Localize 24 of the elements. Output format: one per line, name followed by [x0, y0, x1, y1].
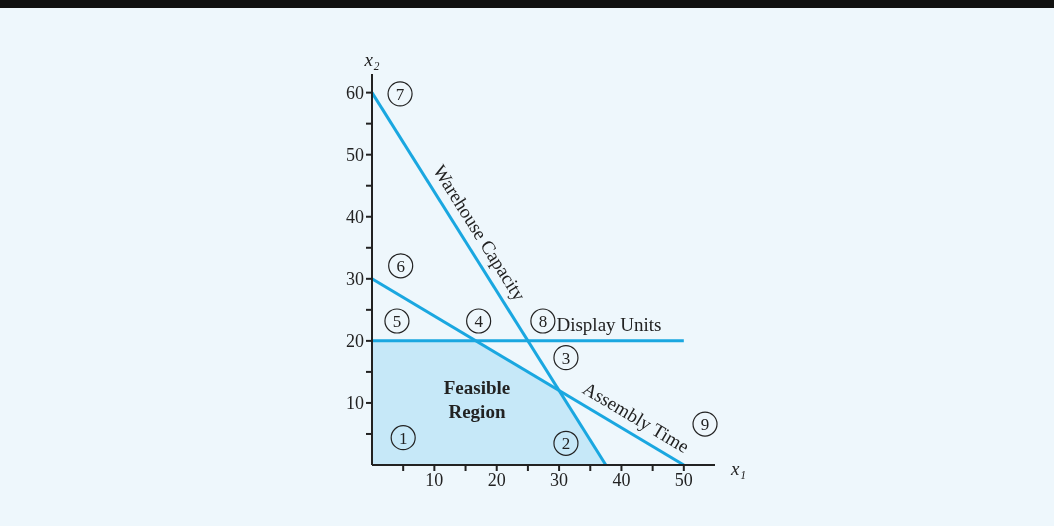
- series-label: Display Units: [556, 313, 662, 335]
- y-tick-label: 20: [346, 331, 364, 352]
- x-tick-label: 20: [487, 469, 506, 490]
- x-tick-label: 10: [425, 469, 444, 490]
- y-tick-label: 30: [346, 269, 364, 290]
- annotation: 8: [538, 312, 548, 332]
- y-tick-label: 40: [346, 207, 364, 228]
- annotation: 7: [395, 84, 405, 104]
- annotation: 3: [561, 348, 571, 368]
- x-tick-label: 30: [550, 469, 569, 490]
- annotation: 2: [561, 434, 571, 454]
- y-tick-label: 50: [346, 145, 364, 166]
- annotation: 6: [396, 256, 405, 276]
- y-axis-title: x₂: [363, 49, 380, 70]
- annotation: 5: [392, 312, 402, 332]
- x-tick-label: 40: [612, 469, 631, 490]
- y-tick-label: 10: [346, 393, 364, 414]
- annotation: 1: [398, 428, 408, 448]
- x-tick-label: 50: [674, 469, 693, 490]
- y-tick-label: 60: [346, 83, 364, 104]
- annotation: 4: [474, 312, 484, 332]
- x-axis-title: x₁: [730, 458, 747, 479]
- annotation: 9: [700, 415, 710, 435]
- series-label: Feasible Region: [443, 377, 511, 423]
